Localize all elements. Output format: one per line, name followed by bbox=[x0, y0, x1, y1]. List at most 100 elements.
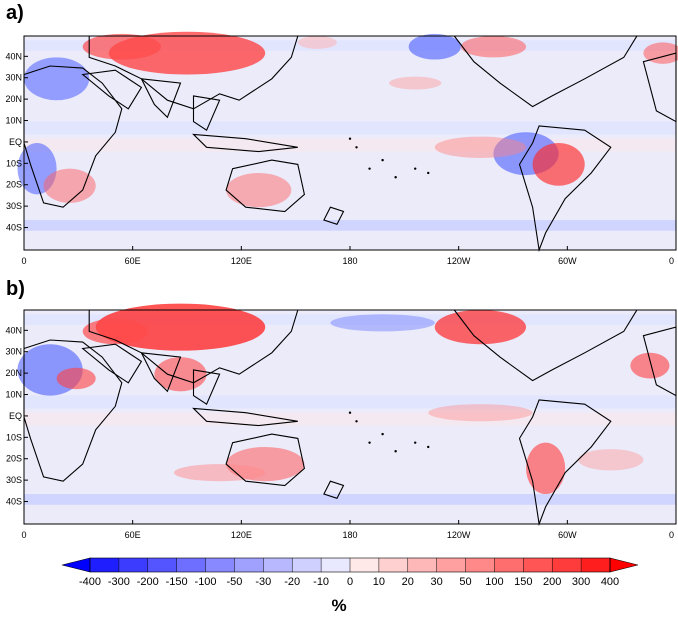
map-a-island-marker bbox=[427, 171, 430, 175]
map-panel-a: 40N 30N 20N 10N EQ 10S 20S 30S 40S 0 60E 120E 180 120… bbox=[0, 28, 678, 274]
colorbar-level-label: 300 bbox=[572, 576, 590, 588]
colorbar-level-label: -100 bbox=[195, 576, 217, 588]
map-a-anomaly-region bbox=[297, 36, 337, 49]
map-a-anomaly-region bbox=[24, 57, 90, 101]
map-b-plot-area bbox=[17, 303, 677, 527]
map-a-lon-tick-label: 120W bbox=[447, 256, 471, 266]
colorbar-swatch bbox=[90, 558, 119, 572]
map-a-coastline-india bbox=[140, 78, 182, 119]
map-b-lat-band bbox=[24, 395, 676, 409]
map-b-lat-tick-label: 20N bbox=[5, 368, 22, 378]
colorbar-swatch bbox=[378, 558, 408, 572]
map-a-lon-tick-label: 60E bbox=[125, 256, 141, 266]
map-b-canvas: 40N 30N 20N 10N EQ 10S 20S 30S 40S 0 60E 120E 180 120… bbox=[5, 303, 677, 540]
colorbar-swatch bbox=[494, 558, 524, 572]
map-a-coastline-newzealand bbox=[323, 206, 345, 225]
map-b-island-marker bbox=[414, 441, 417, 444]
map-a-plot-area bbox=[17, 31, 678, 253]
map-a-lon-tick-label: 60W bbox=[558, 256, 577, 266]
map-b-island-marker bbox=[348, 411, 352, 414]
map-b-lat-tick-label: 10S bbox=[6, 432, 22, 442]
map-a-anomaly-region bbox=[82, 33, 161, 60]
map-b-coastline-india bbox=[140, 352, 182, 393]
map-b-lat-band bbox=[24, 314, 676, 325]
map-b-lon-tick-label: 60E bbox=[125, 530, 141, 540]
map-a-lat-tick-label: 10N bbox=[5, 116, 22, 126]
map-a-lon-tick-label: 120E bbox=[231, 256, 252, 266]
colorbar-level-label: -200 bbox=[137, 576, 159, 588]
map-b-anomaly-region bbox=[578, 449, 644, 471]
colorbar-swatch bbox=[523, 558, 553, 572]
colorbar-swatch bbox=[263, 558, 293, 572]
map-b-anomaly-region bbox=[82, 318, 148, 345]
map-a-coastline-indonesia bbox=[192, 133, 298, 153]
colorbar-swatch bbox=[552, 558, 582, 572]
colorbar-level-label: 400 bbox=[601, 576, 619, 588]
map-a-coastline-samerica bbox=[518, 125, 612, 253]
map-a-coastline-africa bbox=[23, 65, 123, 208]
colorbar-level-label: -150 bbox=[166, 576, 188, 588]
colorbar-level-label: -400 bbox=[79, 576, 101, 588]
colorbar-level-label: -30 bbox=[255, 576, 271, 588]
map-b-island-marker bbox=[355, 420, 358, 423]
map-b-anomaly-region bbox=[330, 314, 435, 332]
map-a-lat-band bbox=[24, 220, 676, 231]
colorbar-swatch bbox=[176, 558, 206, 572]
colorbar-swatch bbox=[436, 558, 466, 572]
map-a-anomaly-region bbox=[460, 36, 527, 58]
map-a-lat-tick-label: 20N bbox=[5, 94, 22, 104]
colorbar-unit-label: % bbox=[331, 596, 347, 615]
colorbar-swatch bbox=[407, 558, 437, 572]
map-b-coastline-namerica bbox=[453, 309, 638, 382]
map-b-coastline-arabia bbox=[81, 343, 143, 384]
map-a-anomaly-region bbox=[226, 172, 292, 208]
map-b-lon-tick-label: 120W bbox=[447, 530, 471, 540]
colorbar-canvas: -400 -300 -200 -150 -100 -50 -30 -20 -10 0 10 20 30 5… bbox=[61, 557, 639, 588]
map-b-coastline-samerica bbox=[518, 399, 612, 527]
map-a-coastline-namerica bbox=[453, 35, 638, 108]
map-b-coastline-africa bbox=[23, 339, 123, 482]
map-b-lon-tick-label: 180 bbox=[342, 530, 357, 540]
map-b-anomaly-region bbox=[526, 442, 566, 495]
map-b-coastline-newzealand bbox=[323, 480, 345, 499]
colorbar-level-label: 50 bbox=[459, 576, 471, 588]
map-a-lon-tick-label: 0 bbox=[669, 256, 674, 266]
colorbar-level-label: 0 bbox=[347, 576, 353, 588]
panel-a-label: a) bbox=[6, 2, 24, 24]
map-a-lat-tick-label: 30S bbox=[6, 201, 22, 211]
colorbar-level-label: 20 bbox=[402, 576, 414, 588]
map-a-coastline-indochina bbox=[192, 95, 221, 132]
map-a-lat-band bbox=[24, 121, 676, 135]
colorbar-level-label: 100 bbox=[485, 576, 503, 588]
map-b-lat-tick-label: 30N bbox=[5, 347, 22, 357]
colorbar-level-label: -300 bbox=[108, 576, 130, 588]
colorbar-swatch bbox=[118, 558, 148, 572]
map-b-anomaly-region bbox=[630, 352, 670, 379]
map-b-island-marker bbox=[427, 445, 430, 449]
map-b-island-marker bbox=[381, 432, 384, 436]
map-a-anomaly-region bbox=[43, 168, 96, 203]
map-b-anomaly-region bbox=[56, 367, 96, 390]
map-b-lat-tick-label: 10N bbox=[5, 390, 22, 400]
map-b-lat-tick-label: 30S bbox=[6, 475, 22, 485]
map-b-anomaly-region bbox=[428, 404, 533, 422]
map-a-island-marker bbox=[381, 158, 384, 162]
colorbar-level-label: -10 bbox=[313, 576, 329, 588]
colorbar-swatch bbox=[465, 558, 495, 572]
map-a-lat-tick-label: EQ bbox=[9, 137, 22, 147]
colorbar-max-arrow bbox=[609, 557, 639, 573]
map-a-anomaly-region bbox=[434, 136, 527, 158]
colorbar: -400 -300 -200 -150 -100 -50 -30 -20 -10 0 10 20 30 5… bbox=[60, 556, 640, 596]
colorbar-level-label: 150 bbox=[514, 576, 532, 588]
map-b-coastline-australia bbox=[225, 433, 306, 487]
map-b-lat-tick-label: EQ bbox=[9, 411, 22, 421]
map-b-anomaly-region bbox=[434, 310, 527, 345]
map-a-anomaly-region bbox=[643, 42, 678, 64]
map-a-anomaly-region bbox=[532, 143, 585, 186]
map-b-lon-tick-label: 60W bbox=[558, 530, 577, 540]
colorbar-level-label: 10 bbox=[373, 576, 385, 588]
map-a-anomaly-region bbox=[408, 33, 461, 60]
map-a-island-marker bbox=[355, 146, 358, 149]
map-b-coastline-indonesia bbox=[192, 407, 298, 427]
map-a-lat-tick-label: 10S bbox=[6, 158, 22, 168]
